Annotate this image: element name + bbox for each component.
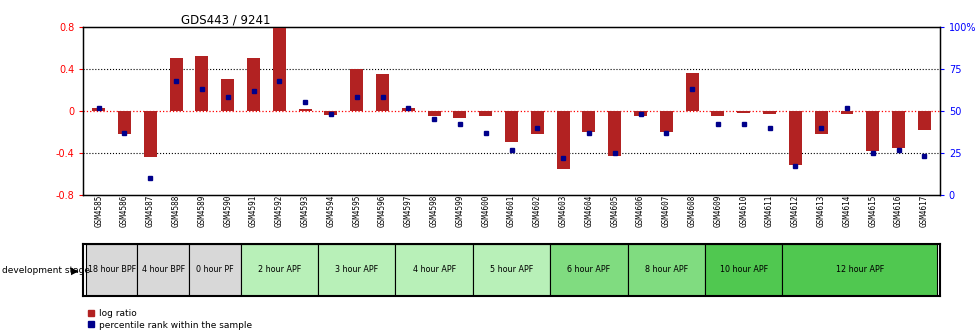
Text: GSM4605: GSM4605	[609, 195, 619, 227]
Bar	[736, 111, 749, 113]
Text: GSM4598: GSM4598	[429, 195, 438, 227]
Text: GSM4601: GSM4601	[507, 195, 515, 227]
Bar	[582, 111, 595, 132]
Text: GSM4594: GSM4594	[326, 195, 335, 227]
Text: GSM4606: GSM4606	[636, 195, 645, 227]
Bar	[395, 244, 472, 296]
Text: 10 hour APF: 10 hour APF	[719, 265, 767, 274]
Text: GSM4613: GSM4613	[816, 195, 824, 227]
Text: 5 hour APF: 5 hour APF	[489, 265, 533, 274]
Bar	[144, 111, 156, 157]
Bar	[137, 244, 189, 296]
Text: 6 hour APF: 6 hour APF	[567, 265, 610, 274]
Text: GSM4607: GSM4607	[661, 195, 670, 227]
Text: 2 hour APF: 2 hour APF	[257, 265, 300, 274]
Text: GSM4610: GSM4610	[738, 195, 747, 227]
Text: 3 hour APF: 3 hour APF	[334, 265, 378, 274]
Bar	[704, 244, 781, 296]
Text: development stage: development stage	[2, 266, 90, 275]
Bar	[607, 111, 621, 156]
Bar	[917, 111, 930, 130]
Text: 4 hour BPF: 4 hour BPF	[142, 265, 185, 274]
Text: 18 hour BPF: 18 hour BPF	[87, 265, 136, 274]
Text: 12 hour APF: 12 hour APF	[835, 265, 883, 274]
Bar	[685, 73, 698, 111]
Text: GSM4603: GSM4603	[558, 195, 567, 227]
Text: 4 hour APF: 4 hour APF	[412, 265, 455, 274]
Legend: log ratio, percentile rank within the sample: log ratio, percentile rank within the sa…	[88, 309, 251, 330]
Bar	[479, 111, 492, 116]
Text: GSM4587: GSM4587	[146, 195, 155, 227]
Bar	[530, 111, 543, 134]
Text: GSM4595: GSM4595	[352, 195, 361, 227]
Bar	[318, 244, 395, 296]
Text: GSM4611: GSM4611	[764, 195, 774, 227]
Bar	[556, 111, 569, 169]
Text: GSM4597: GSM4597	[403, 195, 413, 227]
Bar	[169, 58, 182, 111]
Text: GDS443 / 9241: GDS443 / 9241	[181, 13, 270, 27]
Bar	[762, 111, 776, 114]
Bar	[891, 111, 904, 148]
Bar	[189, 244, 241, 296]
Bar	[627, 244, 704, 296]
Bar	[401, 108, 415, 111]
Bar	[273, 27, 286, 111]
Bar	[324, 111, 337, 115]
Bar	[814, 111, 826, 134]
Text: GSM4617: GSM4617	[919, 195, 928, 227]
Bar	[92, 108, 105, 111]
Bar	[118, 111, 131, 134]
Bar	[221, 79, 234, 111]
Bar	[196, 56, 208, 111]
Text: GSM4585: GSM4585	[94, 195, 103, 227]
Bar	[550, 244, 627, 296]
Bar	[472, 244, 550, 296]
Bar	[376, 74, 388, 111]
Text: GSM4615: GSM4615	[867, 195, 876, 227]
Bar	[840, 111, 853, 114]
Bar	[634, 111, 646, 116]
Text: GSM4609: GSM4609	[713, 195, 722, 227]
Text: GSM4590: GSM4590	[223, 195, 232, 227]
Bar	[659, 111, 672, 132]
Bar	[241, 244, 318, 296]
Text: GSM4604: GSM4604	[584, 195, 593, 227]
Text: GSM4612: GSM4612	[790, 195, 799, 227]
Text: 8 hour APF: 8 hour APF	[645, 265, 688, 274]
Bar	[505, 111, 517, 142]
Bar	[788, 111, 801, 166]
Bar	[781, 244, 936, 296]
Text: GSM4588: GSM4588	[171, 195, 180, 227]
Text: GSM4589: GSM4589	[198, 195, 206, 227]
Text: GSM4591: GSM4591	[248, 195, 258, 227]
Text: GSM4616: GSM4616	[893, 195, 902, 227]
Text: GSM4593: GSM4593	[300, 195, 309, 227]
Bar	[86, 244, 137, 296]
Bar	[427, 111, 440, 116]
Bar	[350, 69, 363, 111]
Bar	[453, 111, 466, 118]
Text: GSM4602: GSM4602	[532, 195, 541, 227]
Text: GSM4592: GSM4592	[275, 195, 284, 227]
Bar	[298, 109, 311, 111]
Text: GSM4586: GSM4586	[120, 195, 129, 227]
Text: ▶: ▶	[70, 265, 78, 276]
Bar	[246, 58, 260, 111]
Text: GSM4599: GSM4599	[455, 195, 464, 227]
Bar	[866, 111, 878, 151]
Text: GSM4600: GSM4600	[481, 195, 490, 227]
Bar	[711, 111, 724, 116]
Text: GSM4596: GSM4596	[378, 195, 386, 227]
Text: GSM4608: GSM4608	[687, 195, 696, 227]
Text: GSM4614: GSM4614	[842, 195, 851, 227]
Text: 0 hour PF: 0 hour PF	[196, 265, 234, 274]
